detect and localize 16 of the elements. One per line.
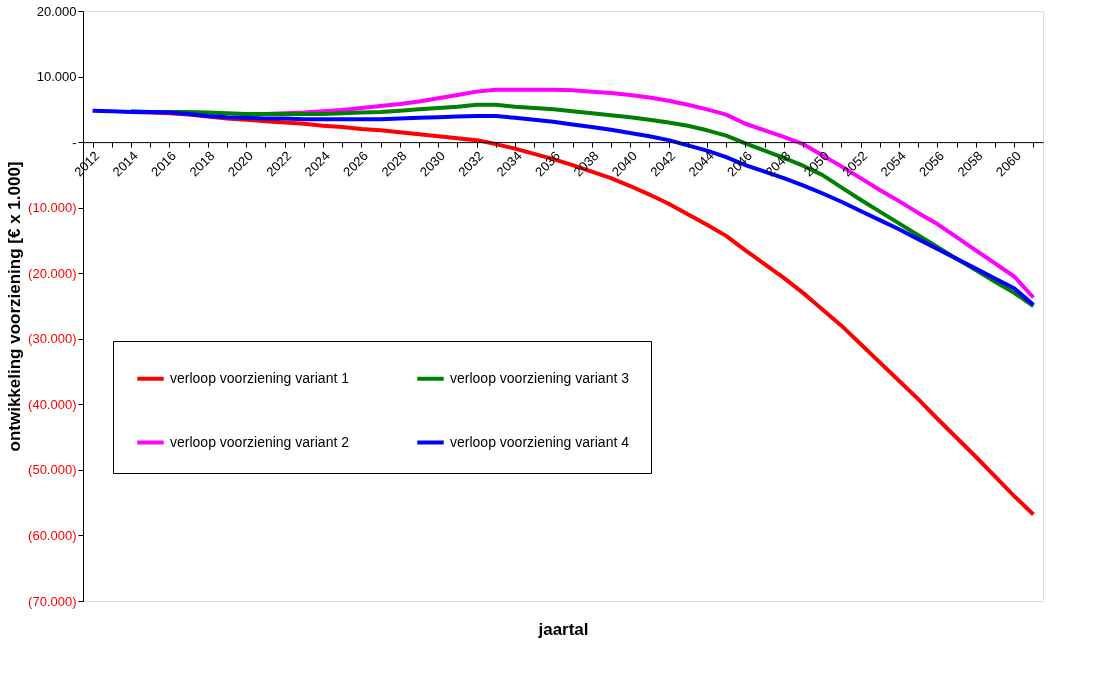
y-tick-label: (10.000) bbox=[28, 200, 77, 216]
legend-label: verloop voorziening variant 3 bbox=[450, 369, 630, 386]
y-tick-label: (30.000) bbox=[28, 331, 77, 347]
y-axis-title: ontwikkeling voorziening [€ x 1.000] bbox=[5, 161, 25, 452]
y-tick-label: 10.000 bbox=[36, 69, 77, 85]
y-tick-label: - bbox=[72, 134, 77, 150]
y-tick-label: (20.000) bbox=[28, 265, 77, 281]
y-tick-label: 20.000 bbox=[36, 3, 77, 19]
y-tick-label: (50.000) bbox=[28, 462, 77, 478]
y-tick-label: (40.000) bbox=[28, 396, 77, 412]
y-tick-label: (60.000) bbox=[28, 527, 77, 543]
legend-label: verloop voorziening variant 1 bbox=[170, 369, 350, 386]
x-axis-title: jaartal bbox=[537, 619, 589, 639]
y-tick-label: (70.000) bbox=[28, 593, 77, 609]
legend-label: verloop voorziening variant 2 bbox=[170, 433, 350, 450]
legend-label: verloop voorziening variant 4 bbox=[450, 433, 630, 450]
